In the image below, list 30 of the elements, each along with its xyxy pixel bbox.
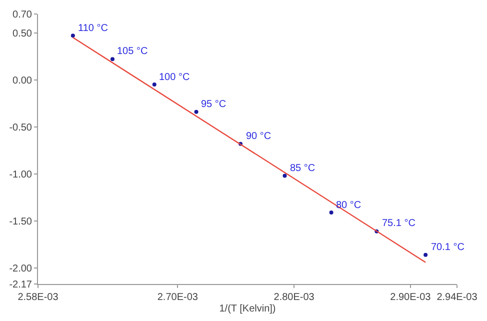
annotation: 105 °C: [117, 46, 148, 57]
annotation: 95 °C: [201, 99, 226, 110]
y-tick-label: 0.00: [12, 75, 32, 86]
x-axis-title: 1/(T [Kelvin]): [219, 304, 276, 314]
y-tick-label: -2.17: [9, 280, 32, 290]
y-tick-label: -0.50: [9, 122, 32, 134]
y-tick-label: -2.00: [9, 264, 32, 275]
annotation: 75.1 °C: [382, 218, 416, 229]
x-tick-label: 2.80E-03: [274, 292, 315, 303]
annotation: 85 °C: [290, 163, 316, 174]
point: [329, 210, 334, 214]
y-tick-label: 0.50: [12, 28, 32, 40]
y-tick-label: -1.50: [9, 216, 32, 228]
annotation: 110 °C: [78, 23, 108, 34]
x-tick-label: 2.70E-03: [157, 292, 198, 303]
point: [424, 252, 428, 257]
y-tick-label: 0.70: [12, 10, 32, 20]
annotation: 70.1 °C: [431, 242, 464, 253]
annotation: 100 °C: [159, 72, 190, 83]
point: [70, 34, 75, 38]
annotation: 90 °C: [246, 131, 272, 142]
point: [110, 57, 114, 62]
point: [194, 110, 198, 114]
annotation: 80 °C: [336, 200, 362, 211]
x-tick-label: 2.58E-03: [18, 292, 59, 303]
point: [282, 174, 287, 178]
y-tick-label: -1.00: [9, 169, 32, 180]
x-tick-label: 2.90E-03: [390, 292, 432, 303]
x-tick-label: 2.94E-03: [436, 292, 478, 303]
point: [152, 82, 156, 87]
